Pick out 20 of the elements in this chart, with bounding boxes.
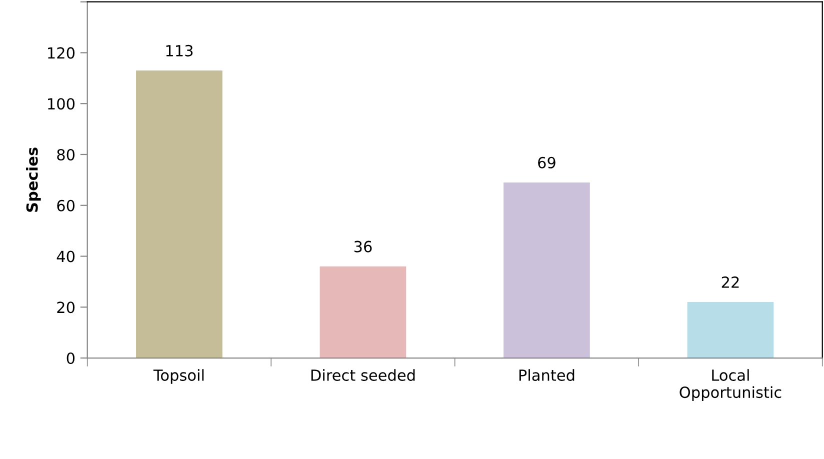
x-tick-label: Local Opportunistic [680,369,782,402]
y-tick-label: 0 [66,352,75,364]
y-tick-label: 120 [48,47,75,59]
x-tick-label: Planted [519,369,574,381]
y-axis-title: Species [26,148,41,212]
data-label: 113 [166,44,193,56]
x-tick-label: Topsoil [153,369,204,384]
y-tick-label: 60 [57,200,75,212]
bar [320,266,406,358]
y-tick-label: 80 [57,148,75,161]
x-tick-label: Direct seeded [311,369,415,381]
bar [504,182,590,358]
data-label: 22 [722,276,739,288]
y-tick-label: 40 [56,250,75,262]
y-tick-label: 20 [57,302,75,314]
data-label: 36 [354,240,372,252]
bar [687,302,774,358]
bar [136,70,222,358]
data-label: 69 [538,156,556,168]
y-tick-label: 100 [48,98,75,110]
